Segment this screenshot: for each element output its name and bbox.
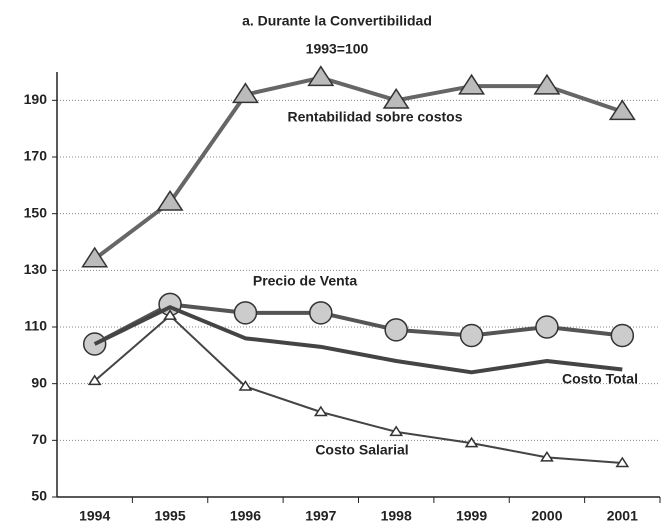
y-tick-label: 110 bbox=[24, 318, 47, 334]
x-tick-label: 1995 bbox=[154, 508, 185, 524]
marker bbox=[459, 323, 484, 348]
marker bbox=[163, 309, 177, 320]
series-line bbox=[94, 314, 623, 464]
marker bbox=[389, 425, 404, 437]
y-tick-label: 190 bbox=[24, 91, 48, 107]
x-tick-label: 1998 bbox=[381, 508, 412, 524]
marker bbox=[458, 73, 486, 95]
y-tick-label: 90 bbox=[31, 374, 47, 390]
x-tick-label: 1997 bbox=[305, 508, 336, 524]
x-tick-label: 1994 bbox=[79, 508, 110, 524]
marker bbox=[313, 405, 328, 417]
marker bbox=[384, 318, 408, 342]
marker bbox=[156, 189, 184, 211]
series-label: Costo Total bbox=[562, 371, 638, 387]
y-tick-label: 170 bbox=[24, 148, 48, 164]
series-line bbox=[93, 75, 623, 261]
series-label: Rentabilidad sobre costos bbox=[287, 109, 462, 125]
marker bbox=[81, 246, 109, 268]
marker bbox=[87, 374, 102, 386]
chart-subtitle: 1993=100 bbox=[306, 41, 369, 57]
marker bbox=[608, 99, 636, 121]
y-tick-label: 130 bbox=[24, 261, 48, 277]
y-tick-label: 50 bbox=[31, 488, 47, 504]
marker bbox=[540, 450, 554, 462]
series-label: Precio de Venta bbox=[253, 273, 357, 289]
series-line bbox=[93, 302, 623, 346]
marker bbox=[307, 65, 335, 87]
marker bbox=[231, 82, 259, 104]
y-tick-label: 70 bbox=[31, 431, 47, 447]
marker bbox=[533, 73, 561, 95]
chart-title: a. Durante la Convertibilidad bbox=[242, 13, 432, 29]
series-label: Costo Salarial bbox=[315, 442, 408, 458]
y-tick-label: 150 bbox=[24, 204, 48, 220]
marker bbox=[238, 380, 253, 391]
x-tick-label: 1996 bbox=[230, 508, 261, 524]
marker bbox=[233, 301, 258, 325]
x-tick-label: 1999 bbox=[456, 508, 487, 524]
marker bbox=[615, 456, 630, 468]
marker bbox=[464, 436, 479, 448]
x-tick-label: 2001 bbox=[607, 508, 638, 524]
x-tick-label: 2000 bbox=[531, 508, 562, 524]
marker bbox=[535, 315, 559, 339]
marker bbox=[610, 323, 635, 348]
marker bbox=[309, 301, 333, 325]
series-line bbox=[93, 305, 623, 375]
marker bbox=[382, 87, 410, 109]
